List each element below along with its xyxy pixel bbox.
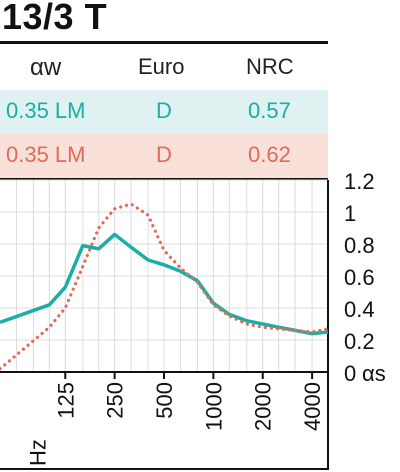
x-tick-label: 250 bbox=[103, 382, 128, 419]
table-bottom-rule bbox=[0, 178, 328, 180]
y-tick-label: 1 bbox=[344, 201, 356, 226]
cell-euro: D bbox=[156, 142, 172, 167]
x-tick-label: 2000 bbox=[251, 382, 276, 431]
cell-nrc: 0.62 bbox=[248, 142, 291, 167]
x-axis-label: Hz bbox=[25, 439, 50, 466]
y-tick-label: 0.2 bbox=[344, 329, 375, 354]
y-tick-label: 0.4 bbox=[344, 297, 375, 322]
col-header-aw: αw bbox=[30, 54, 62, 81]
x-tick-label: 500 bbox=[152, 382, 177, 419]
x-tick-label: 1000 bbox=[201, 382, 226, 431]
col-header-euro: Euro bbox=[138, 54, 185, 79]
series-line-dotted bbox=[0, 202, 330, 371]
title-rule bbox=[0, 41, 328, 44]
col-header-nrc: NRC bbox=[246, 54, 294, 79]
cell-nrc: 0.57 bbox=[248, 98, 291, 123]
cell-euro: D bbox=[156, 98, 172, 123]
x-tick-label: 125 bbox=[53, 382, 78, 419]
y-tick-label: 1.2 bbox=[344, 169, 375, 194]
y-tick-label: 0.6 bbox=[344, 265, 375, 290]
y-axis-label: αs bbox=[362, 361, 386, 386]
cell-aw: 0.35 LM bbox=[6, 98, 86, 123]
table-row-red: 0.35 LM D 0.62 bbox=[0, 134, 328, 178]
table-header-row: αw Euro NRC bbox=[0, 46, 328, 90]
x-tick-label: 4000 bbox=[300, 382, 325, 431]
series-line-solid bbox=[0, 232, 329, 336]
y-tick-label: 0.8 bbox=[344, 233, 375, 258]
y-tick-label: 0 bbox=[344, 361, 356, 386]
page-title: 13/3 T bbox=[2, 0, 108, 37]
table-row-teal: 0.35 LM D 0.57 bbox=[0, 90, 328, 134]
cell-aw: 0.35 LM bbox=[6, 142, 86, 167]
